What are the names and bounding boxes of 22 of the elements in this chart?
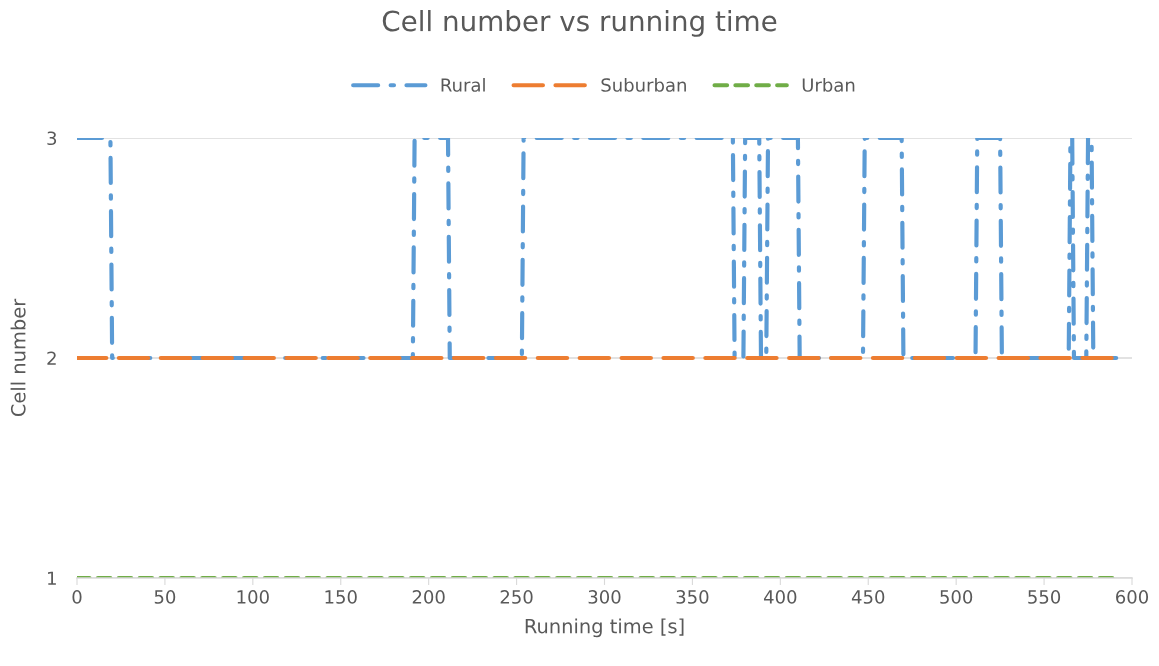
x-tick-label: 400 [763,590,797,604]
x-tick-label: 550 [1028,590,1061,604]
y-tick-label: 2 [47,351,56,365]
x-tick-label: 350 [676,590,709,604]
y-tick-label: 1 [48,571,56,585]
legend-label: Urban [802,77,855,92]
x-tick-label: 300 [588,590,621,604]
x-tick-label: 450 [851,590,885,604]
x-tick-label: 200 [412,590,445,604]
chart-title: Cell number vs running time [382,9,777,37]
legend-label: Suburban [601,77,686,92]
y-tick-label: 3 [47,131,57,146]
x-tick-label: 50 [154,590,176,604]
x-tick-label: 150 [325,590,357,604]
x-axis-title: Running time [s] [525,618,684,638]
x-tick-label: 600 [1116,590,1149,604]
x-tick-label: 100 [237,590,269,604]
legend-label: Rural [441,77,485,92]
x-tick-label: 0 [72,590,82,604]
x-tick-label: 500 [940,590,973,604]
x-tick-label: 250 [500,590,533,604]
y-axis-title: Cell number [10,298,26,417]
